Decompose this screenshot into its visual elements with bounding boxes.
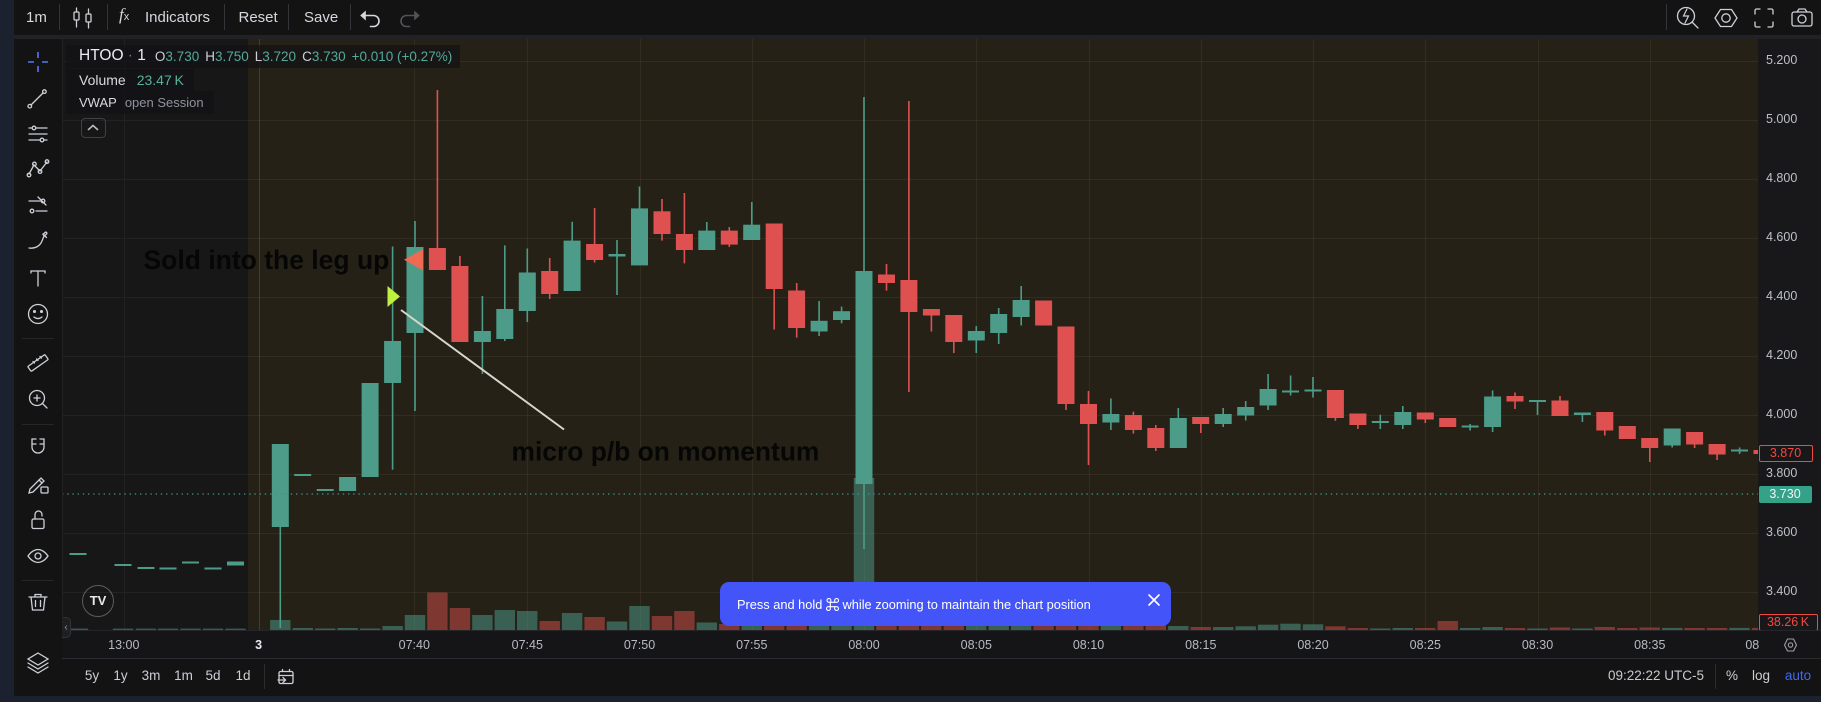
svg-text:micro p/b on momentum: micro p/b on momentum xyxy=(512,437,820,467)
svg-text:Sold into the leg up: Sold into the leg up xyxy=(144,245,390,275)
